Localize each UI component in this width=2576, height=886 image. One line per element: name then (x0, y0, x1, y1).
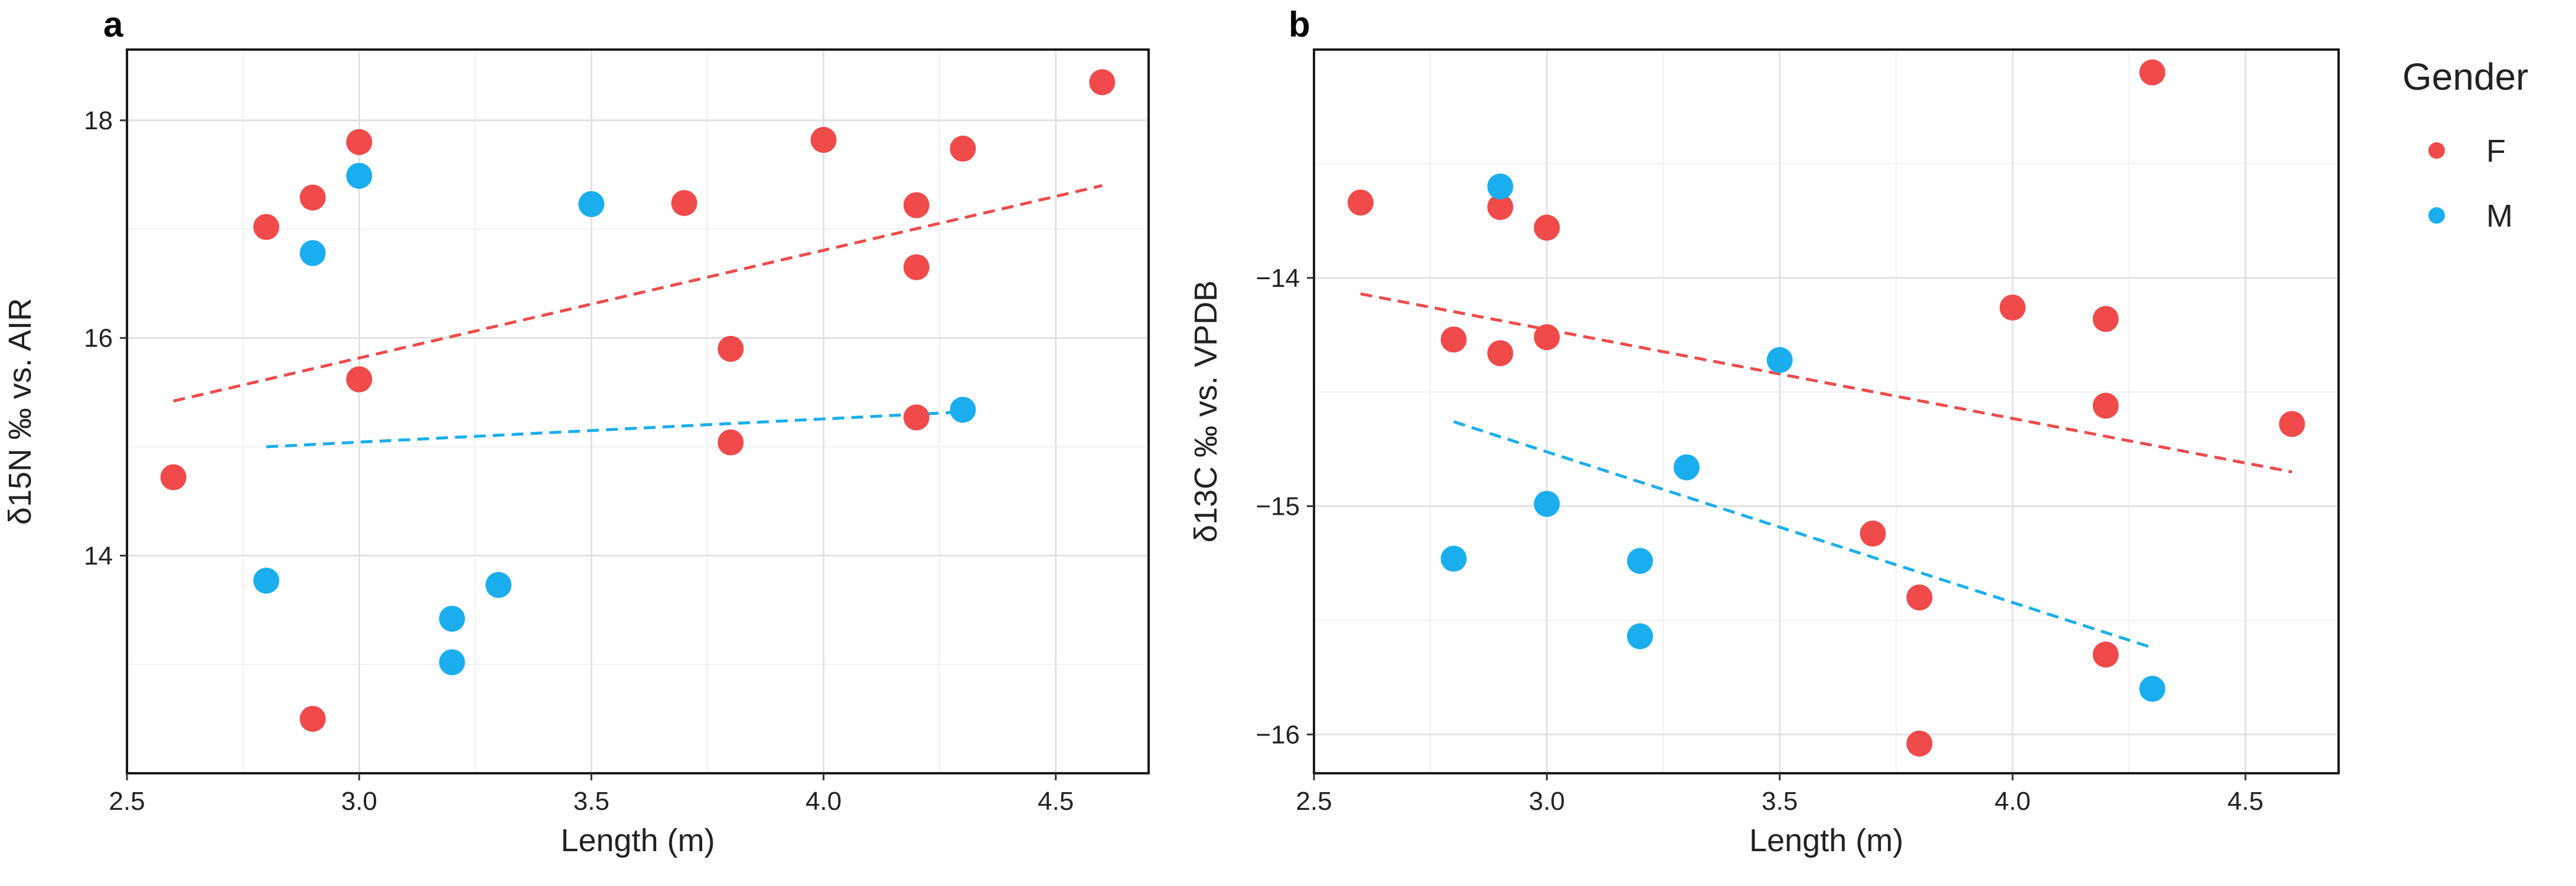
x-tick-label: 2.5 (109, 787, 145, 816)
data-point-m (1487, 174, 1514, 200)
trend-line-f (173, 184, 1103, 403)
panel-b: 2.5 3.0 3.5 4.0 4.5 −16 −15 −14 Length (m) δ13C ‰… (1188, 5, 2340, 858)
data-point-f (2092, 641, 2119, 668)
legend-title: Gender (2402, 55, 2528, 98)
x-axis-title: Length (m) (560, 823, 715, 858)
data-point-m (253, 567, 279, 594)
data-point-f (950, 135, 976, 162)
x-tick-label: 4.5 (2228, 787, 2264, 816)
data-point-f (718, 429, 744, 456)
trend-line-m (1453, 420, 2153, 649)
y-tick-label: −16 (1256, 720, 1300, 749)
data-point-m (1766, 346, 1793, 373)
x-tick-label: 4.0 (1994, 787, 2030, 816)
data-point-m (2139, 675, 2166, 702)
data-point-m (1534, 491, 1560, 517)
data-point-m (439, 649, 465, 675)
x-tick-label: 3.5 (1762, 787, 1798, 816)
data-point-f (346, 366, 373, 393)
data-point-f (903, 404, 930, 431)
legend-label-m: M (2486, 198, 2513, 234)
data-point-m (578, 191, 605, 217)
data-point-m (1440, 545, 1467, 572)
data-point-f (718, 335, 744, 362)
panel-label: a (103, 5, 123, 44)
y-axis-title: δ13C ‰ vs. VPDB (1188, 280, 1224, 542)
data-point-f (1487, 194, 1514, 220)
data-point-f (1534, 324, 1560, 351)
y-axis-title: δ15N ‰ vs. AIR (2, 298, 38, 525)
data-point-m (485, 572, 512, 599)
data-point-f (299, 184, 326, 211)
y-tick-label: −15 (1256, 492, 1300, 521)
x-tick-label: 3.5 (573, 787, 609, 816)
data-point-f (1860, 520, 1886, 547)
x-axis-title: Length (m) (1749, 823, 1903, 858)
data-point-m (950, 397, 976, 423)
data-point-f (1534, 214, 1560, 241)
legend: Gender F M (2402, 55, 2528, 234)
plot-frame (126, 48, 1150, 774)
data-point-f (299, 705, 326, 732)
trend-line-m (266, 410, 963, 449)
data-point-f (1999, 295, 2026, 321)
y-tick-label: 14 (84, 541, 113, 570)
trend-line-f (1360, 292, 2293, 473)
panel-a: 2.5 3.0 3.5 4.0 4.5 14 16 18 Length (m) δ15N ‰ vs… (2, 5, 1150, 858)
data-point-m (346, 162, 373, 189)
data-point-f (2279, 411, 2306, 437)
data-point-f (1906, 584, 1933, 611)
panel-label: b (1289, 5, 1310, 44)
x-tick-label: 4.5 (1038, 787, 1074, 816)
data-point-f (2092, 393, 2119, 419)
data-point-m (1627, 548, 1654, 574)
x-tick-label: 3.0 (1529, 787, 1565, 816)
data-point-f (253, 214, 279, 240)
data-point-f (2092, 306, 2119, 332)
x-tick-label: 3.0 (341, 787, 377, 816)
legend-marker-f (2428, 142, 2445, 159)
legend-label-f: F (2486, 133, 2506, 169)
data-point-f (1089, 69, 1116, 96)
y-tick-label: 16 (84, 324, 113, 353)
data-point-f (1487, 340, 1514, 367)
data-point-f (903, 192, 930, 218)
data-point-f (1906, 730, 1933, 757)
data-point-f (2139, 59, 2166, 86)
data-point-m (1627, 623, 1654, 649)
plot-frame (1313, 48, 2340, 774)
data-point-f (1347, 189, 1374, 216)
data-point-f (810, 127, 837, 153)
data-point-f (346, 129, 373, 155)
x-tick-label: 2.5 (1296, 787, 1332, 816)
data-point-f (160, 464, 187, 491)
y-tick-label: −14 (1256, 264, 1300, 293)
y-tick-label: 18 (84, 106, 113, 135)
data-point-f (671, 189, 697, 216)
data-point-f (1440, 326, 1467, 353)
x-tick-label: 4.0 (806, 787, 842, 816)
legend-marker-m (2428, 207, 2445, 224)
data-point-m (299, 240, 326, 266)
data-point-m (1673, 454, 1700, 480)
data-point-m (439, 606, 465, 632)
data-point-f (903, 254, 930, 280)
